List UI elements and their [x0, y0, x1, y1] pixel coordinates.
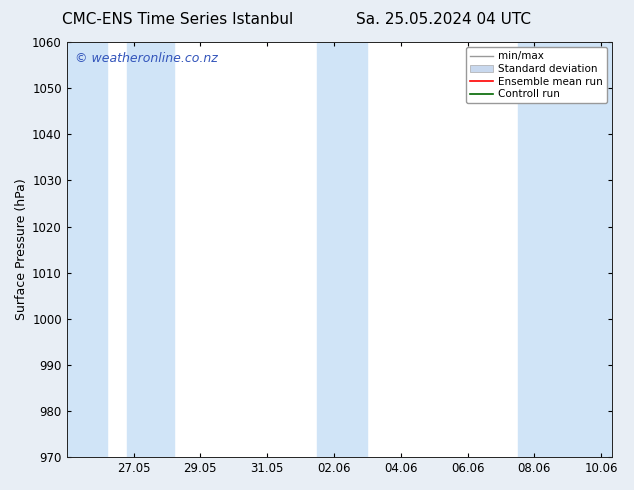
Y-axis label: Surface Pressure (hPa): Surface Pressure (hPa) — [15, 179, 28, 320]
Legend: min/max, Standard deviation, Ensemble mean run, Controll run: min/max, Standard deviation, Ensemble me… — [466, 47, 607, 103]
Text: Sa. 25.05.2024 04 UTC: Sa. 25.05.2024 04 UTC — [356, 12, 531, 27]
Bar — [67, 42, 107, 457]
Text: CMC-ENS Time Series Istanbul: CMC-ENS Time Series Istanbul — [62, 12, 293, 27]
Bar — [127, 42, 174, 457]
Bar — [317, 42, 367, 457]
Bar — [517, 42, 612, 457]
Text: © weatheronline.co.nz: © weatheronline.co.nz — [75, 52, 217, 66]
